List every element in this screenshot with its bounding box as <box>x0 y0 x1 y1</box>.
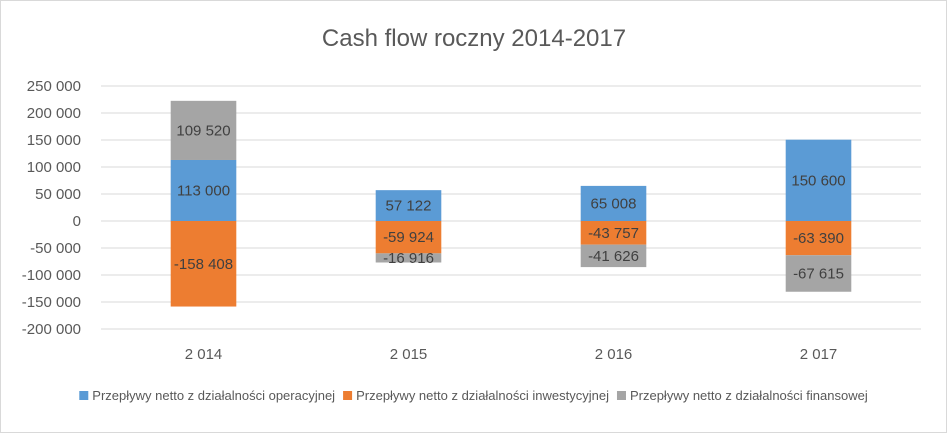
legend-swatch <box>616 391 626 400</box>
bar-2-014-series-1 <box>170 159 237 221</box>
data-label: -16 916 <box>383 250 434 267</box>
legend-swatch <box>79 391 89 400</box>
gridlines <box>101 85 921 330</box>
bar-2-014-series-3 <box>170 100 237 160</box>
y-tick-label: 250 000 <box>27 78 81 95</box>
y-tick-label: -50 000 <box>30 240 81 257</box>
x-tick-label: 2 017 <box>800 346 838 363</box>
x-tick-label: 2 015 <box>390 346 428 363</box>
legend-item: Przepływy netto z działalności finansowe… <box>616 388 868 403</box>
data-label: -158 408 <box>174 256 233 273</box>
bar-2-017-series-3 <box>785 255 852 292</box>
bar-2-016-series-1 <box>580 185 647 221</box>
data-label: -41 626 <box>588 248 639 265</box>
bar-2-016-series-3 <box>580 244 647 268</box>
bar-2-015-series-1 <box>375 190 442 221</box>
legend-item: Przepływy netto z działalności operacyjn… <box>79 388 335 403</box>
bar-2-017-series-2 <box>785 221 852 256</box>
bar-2-014-series-2 <box>170 221 237 307</box>
y-tick-label: -150 000 <box>22 294 81 311</box>
y-tick-label: -100 000 <box>22 267 81 284</box>
chart-title: Cash flow roczny 2014-2017 <box>322 25 626 52</box>
y-tick-label: 0 <box>73 213 81 230</box>
legend-label: Przepływy netto z działalności finansowe… <box>630 388 868 403</box>
legend-label: Przepływy netto z działalności inwestycy… <box>356 388 609 403</box>
x-tick-label: 2 014 <box>185 346 223 363</box>
data-label: -59 924 <box>383 229 434 246</box>
legend-item: Przepływy netto z działalności inwestycy… <box>343 388 609 403</box>
y-tick-label: -200 000 <box>22 321 81 338</box>
y-tick-label: 150 000 <box>27 132 81 149</box>
bar-2-017-series-1 <box>785 139 852 221</box>
x-axis-tick-labels: 2 014 2 015 2 016 2 017 <box>185 346 838 363</box>
data-label: -43 757 <box>588 225 639 242</box>
bar-2-016-series-2 <box>580 221 647 245</box>
bar-2-015-series-2 <box>375 221 442 254</box>
y-tick-label: 100 000 <box>27 159 81 176</box>
x-tick-label: 2 016 <box>595 346 633 363</box>
data-label: 113 000 <box>177 182 230 199</box>
y-axis-tick-labels: 250 000 200 000 150 000 100 000 50 000 0 -50 0… <box>22 78 81 338</box>
y-tick-label: 50 000 <box>35 186 81 203</box>
bar-2-015-series-3 <box>375 253 442 263</box>
legend-label: Przepływy netto z działalności operacyjn… <box>92 388 335 403</box>
data-label: -63 390 <box>793 230 844 247</box>
data-label: 65 008 <box>591 195 637 212</box>
bars: 113 000 -158 408 109 520 57 122 -59 924 -16 9… <box>170 100 852 307</box>
legend: Przepływy netto z działalności operacyjn… <box>79 388 868 403</box>
data-label: 57 122 <box>386 198 432 215</box>
legend-swatch <box>343 391 353 400</box>
data-label: 109 520 <box>176 122 230 139</box>
data-label: -67 615 <box>793 265 844 282</box>
y-tick-label: 200 000 <box>27 105 81 122</box>
data-label: 150 600 <box>791 172 845 189</box>
